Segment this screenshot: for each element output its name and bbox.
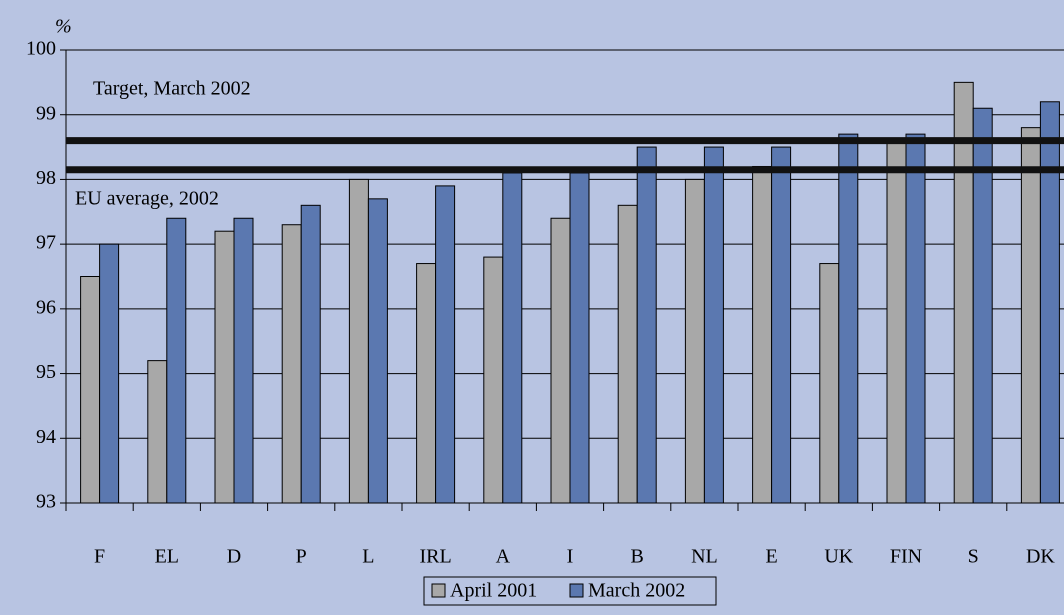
bar xyxy=(752,165,773,504)
bar xyxy=(1039,101,1060,504)
bar xyxy=(1020,127,1041,504)
x-tick-label: NL xyxy=(691,546,718,568)
x-tick-label: EL xyxy=(155,546,179,568)
y-tick-label: 98 xyxy=(36,167,56,189)
bar xyxy=(233,217,254,504)
bar xyxy=(617,204,638,504)
x-tick-label: F xyxy=(94,546,105,568)
bar xyxy=(819,263,840,504)
x-tick-label: S xyxy=(968,546,979,568)
bar xyxy=(886,140,907,504)
bar xyxy=(147,360,168,504)
y-tick-label: 97 xyxy=(36,232,56,254)
x-tick-label: A xyxy=(496,546,511,568)
bar xyxy=(416,263,437,504)
x-tick-label: P xyxy=(296,546,307,568)
y-tick-label: 94 xyxy=(36,426,56,448)
legend-swatch xyxy=(431,583,446,598)
y-tick-label: 93 xyxy=(36,491,56,513)
bar xyxy=(99,243,120,504)
x-tick-label: UK xyxy=(824,546,853,568)
x-tick-label: L xyxy=(362,546,374,568)
bar xyxy=(569,172,590,504)
x-tick-label: I xyxy=(567,546,574,568)
bar xyxy=(636,146,657,504)
bar xyxy=(300,204,321,504)
y-unit: % xyxy=(55,16,72,38)
x-tick-label: D xyxy=(227,546,241,568)
legend-swatch xyxy=(569,583,584,598)
y-tick-label: 95 xyxy=(36,361,56,383)
bar xyxy=(348,178,369,504)
legend-box xyxy=(423,576,717,606)
legend-label: March 2002 xyxy=(588,580,685,602)
bar xyxy=(281,224,302,504)
x-tick-label: E xyxy=(765,546,777,568)
bar xyxy=(214,230,235,504)
bar xyxy=(166,217,187,504)
bar xyxy=(550,217,571,504)
x-tick-label: DK xyxy=(1026,546,1055,568)
bar xyxy=(502,172,523,504)
legend-label: April 2001 xyxy=(450,580,537,602)
bar xyxy=(80,276,101,504)
bar xyxy=(703,146,724,504)
x-tick-label: IRL xyxy=(419,546,451,568)
bar xyxy=(771,146,792,504)
bar xyxy=(435,185,456,504)
y-tick-label: 99 xyxy=(36,102,56,124)
y-tick-label: 100 xyxy=(26,38,56,60)
bar xyxy=(483,256,504,504)
x-tick-label: FIN xyxy=(890,546,922,568)
x-tick-label: B xyxy=(631,546,644,568)
bar xyxy=(838,133,859,504)
bar xyxy=(367,198,388,504)
bar xyxy=(684,178,705,504)
bar xyxy=(953,81,974,504)
y-tick-label: 96 xyxy=(36,296,56,318)
bar xyxy=(905,133,926,504)
reference-label: Target, March 2002 xyxy=(93,78,251,100)
reference-label: EU average, 2002 xyxy=(75,188,219,210)
